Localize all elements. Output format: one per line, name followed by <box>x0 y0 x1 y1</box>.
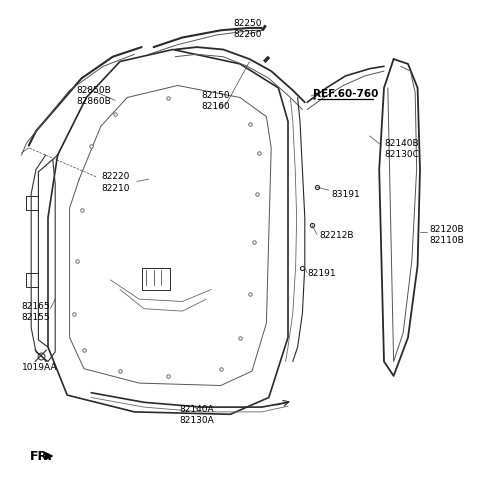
Text: 82850B
82860B: 82850B 82860B <box>76 86 111 106</box>
Text: 82220
82210: 82220 82210 <box>101 172 130 192</box>
Text: FR.: FR. <box>30 449 53 462</box>
Text: 83191: 83191 <box>331 190 360 198</box>
Text: REF.60-760: REF.60-760 <box>313 89 378 99</box>
Text: 82191: 82191 <box>307 269 336 278</box>
Text: 82120B
82110B: 82120B 82110B <box>430 225 464 245</box>
Text: 82140B
82130C: 82140B 82130C <box>384 138 419 159</box>
Text: 82140A
82130A: 82140A 82130A <box>180 405 214 424</box>
Text: 82212B: 82212B <box>319 230 354 239</box>
Text: 82165
82155: 82165 82155 <box>22 302 50 321</box>
Text: 82250
82260: 82250 82260 <box>233 19 262 39</box>
Text: 1019AA: 1019AA <box>22 362 57 371</box>
Text: 82150
82160: 82150 82160 <box>202 91 230 111</box>
